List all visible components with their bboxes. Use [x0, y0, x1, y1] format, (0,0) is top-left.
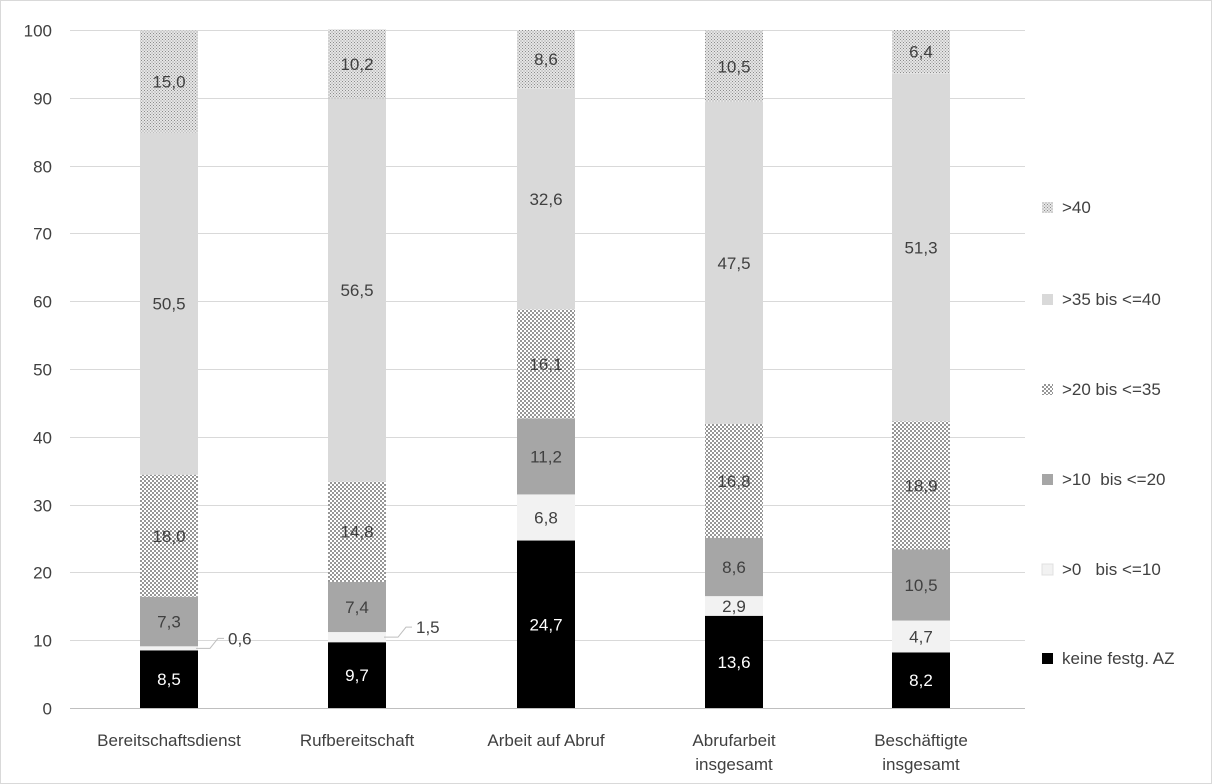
- bar-segment: [328, 632, 386, 643]
- y-tick-label: 70: [33, 225, 52, 244]
- bar-segment: [328, 481, 386, 582]
- legend-swatch: [1041, 563, 1054, 576]
- data-label: 9,7: [345, 666, 369, 685]
- data-label: 18,9: [904, 476, 937, 495]
- data-label: 15,0: [152, 73, 185, 92]
- legend-label: >20 bis <=35: [1062, 380, 1161, 399]
- data-label: 8,6: [534, 50, 558, 69]
- y-tick-label: 50: [33, 361, 52, 380]
- bar-segment: [705, 423, 763, 538]
- bar-segment: [705, 101, 763, 424]
- x-category-label: insgesamt: [695, 755, 773, 774]
- data-label: 16,8: [717, 472, 750, 491]
- data-label: 0,6: [228, 629, 252, 648]
- data-label: 24,7: [529, 615, 562, 634]
- data-label: 51,3: [904, 238, 937, 257]
- data-label: 32,6: [529, 190, 562, 209]
- y-tick-label: 90: [33, 90, 52, 109]
- legend-swatch: [1042, 653, 1053, 664]
- data-label: 6,8: [534, 508, 558, 527]
- y-tick-label: 0: [43, 700, 52, 719]
- y-tick-label: 100: [24, 22, 52, 41]
- legend-label: >35 bis <=40: [1062, 290, 1161, 309]
- bar-segment: [140, 650, 198, 708]
- bar-segment: [517, 540, 575, 708]
- data-label: 47,5: [717, 254, 750, 273]
- x-category-label: Beschäftigte: [874, 731, 968, 750]
- y-tick-label: 10: [33, 632, 52, 651]
- y-tick-label: 20: [33, 564, 52, 583]
- bar-segment: [517, 88, 575, 310]
- legend-swatch: [1042, 294, 1053, 305]
- x-category-label: Abrufarbeit: [692, 731, 775, 750]
- bar-segment: [892, 421, 950, 550]
- leader-line: [384, 626, 412, 638]
- bar-segment: [517, 309, 575, 419]
- bar-segment: [705, 596, 763, 616]
- bar-segment: [328, 98, 386, 482]
- bar-segment: [328, 29, 386, 99]
- data-label: 7,3: [157, 613, 181, 632]
- legend-label: keine festg. AZ: [1062, 649, 1174, 668]
- data-label: 10,5: [904, 576, 937, 595]
- y-tick-label: 40: [33, 429, 52, 448]
- data-label: 50,5: [152, 295, 185, 314]
- bar-segment: [140, 132, 198, 475]
- bar-segment: [140, 646, 198, 651]
- data-label: 8,2: [909, 671, 933, 690]
- data-label: 10,5: [717, 57, 750, 76]
- x-category-label: Bereitschaftsdienst: [97, 731, 241, 750]
- x-category-label: Rufbereitschaft: [300, 731, 415, 750]
- bar-segment: [517, 418, 575, 495]
- bar-segment: [140, 596, 198, 647]
- y-tick-label: 80: [33, 158, 52, 177]
- data-labels: 8,5 0,6 7,3 18,0 50,5 15,0 9,7 1,5 7,4 14,8 56,5 10…: [152, 43, 937, 691]
- data-label: 4,7: [909, 627, 933, 646]
- bar-segment: [705, 615, 763, 708]
- bars: [140, 29, 950, 708]
- data-label: 18,0: [152, 527, 185, 546]
- x-axis-categories: Bereitschaftsdienst Rufbereitschaft Arbeit…: [97, 731, 968, 774]
- bar-segment: [892, 549, 950, 621]
- data-label: 7,4: [345, 598, 369, 617]
- legend-swatch: [1042, 384, 1053, 395]
- data-label: 1,5: [416, 618, 440, 637]
- data-label: 10,2: [340, 55, 373, 74]
- bar-segment: [892, 73, 950, 422]
- bar-segment: [517, 30, 575, 89]
- bar-segment: [892, 620, 950, 653]
- bar-segment: [892, 652, 950, 708]
- data-label: 8,6: [722, 558, 746, 577]
- y-axis-ticks: 0 10 20 30 40 50 60 70 80 90 100: [24, 22, 52, 719]
- legend-label: >40: [1062, 198, 1091, 217]
- bar-segment: [140, 474, 198, 597]
- data-label: 6,4: [909, 43, 933, 62]
- legend-label: >10 bis <=20: [1062, 470, 1166, 489]
- data-label: 11,2: [530, 447, 562, 466]
- data-label: 56,5: [340, 281, 373, 300]
- bar-segment: [705, 537, 763, 597]
- bar-segment: [705, 30, 763, 102]
- bar-segment: [140, 30, 198, 133]
- y-tick-label: 30: [33, 497, 52, 516]
- data-label: 16,1: [529, 355, 562, 374]
- leader-line: [196, 637, 224, 649]
- x-category-label: Arbeit auf Abruf: [487, 731, 604, 750]
- x-category-label: insgesamt: [882, 755, 960, 774]
- legend-swatch: [1042, 202, 1053, 213]
- legend-label: >0 bis <=10: [1062, 560, 1161, 579]
- bar-segment: [892, 30, 950, 74]
- bar-segment: [517, 494, 575, 541]
- data-label: 13,6: [717, 653, 750, 672]
- bar-segment: [328, 642, 386, 708]
- data-label: 14,8: [340, 523, 373, 542]
- legend: keine festg. AZ >0 bis <=10 >10 bis <=20 >2…: [1041, 198, 1174, 668]
- y-tick-label: 60: [33, 293, 52, 312]
- legend-swatch: [1042, 474, 1053, 485]
- data-label: 2,9: [722, 597, 746, 616]
- data-label: 8,5: [157, 670, 181, 689]
- bar-segment: [328, 581, 386, 633]
